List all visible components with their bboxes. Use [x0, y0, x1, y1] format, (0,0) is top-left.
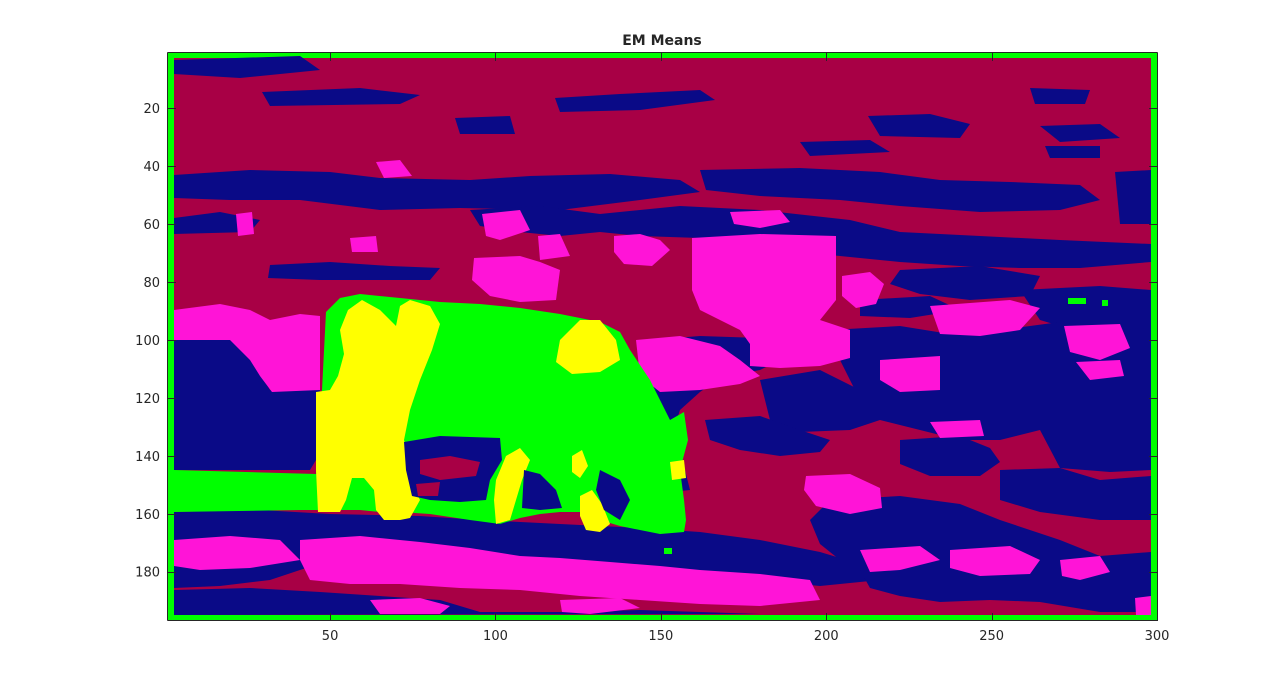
y-tick-label: 100 — [135, 334, 160, 349]
y-tick-label: 80 — [143, 276, 160, 291]
y-tick-label: 140 — [135, 450, 160, 465]
y-tick-label: 20 — [143, 102, 160, 117]
regions-magenta — [174, 160, 1151, 615]
y-tick-label: 60 — [143, 218, 160, 233]
regions-maroon-legs — [416, 456, 480, 496]
x-tick-label: 300 — [1145, 629, 1170, 644]
x-tick-label: 50 — [322, 629, 339, 644]
x-tick-label: 100 — [483, 629, 508, 644]
y-tick-label: 120 — [135, 392, 160, 407]
figure-title: EM Means — [622, 33, 702, 49]
y-axis-ticks: 20 40 60 80 100 120 140 160 180 — [135, 102, 1157, 581]
specks-green — [664, 298, 1108, 554]
x-axis-ticks: 50 100 150 200 250 300 — [322, 53, 1170, 644]
y-tick-label: 40 — [143, 160, 160, 175]
segmentation-image — [168, 53, 1157, 621]
x-tick-label: 250 — [979, 629, 1004, 644]
y-tick-label: 180 — [135, 566, 160, 581]
y-tick-label: 160 — [135, 508, 160, 523]
x-tick-label: 200 — [814, 629, 839, 644]
x-tick-label: 150 — [648, 629, 673, 644]
